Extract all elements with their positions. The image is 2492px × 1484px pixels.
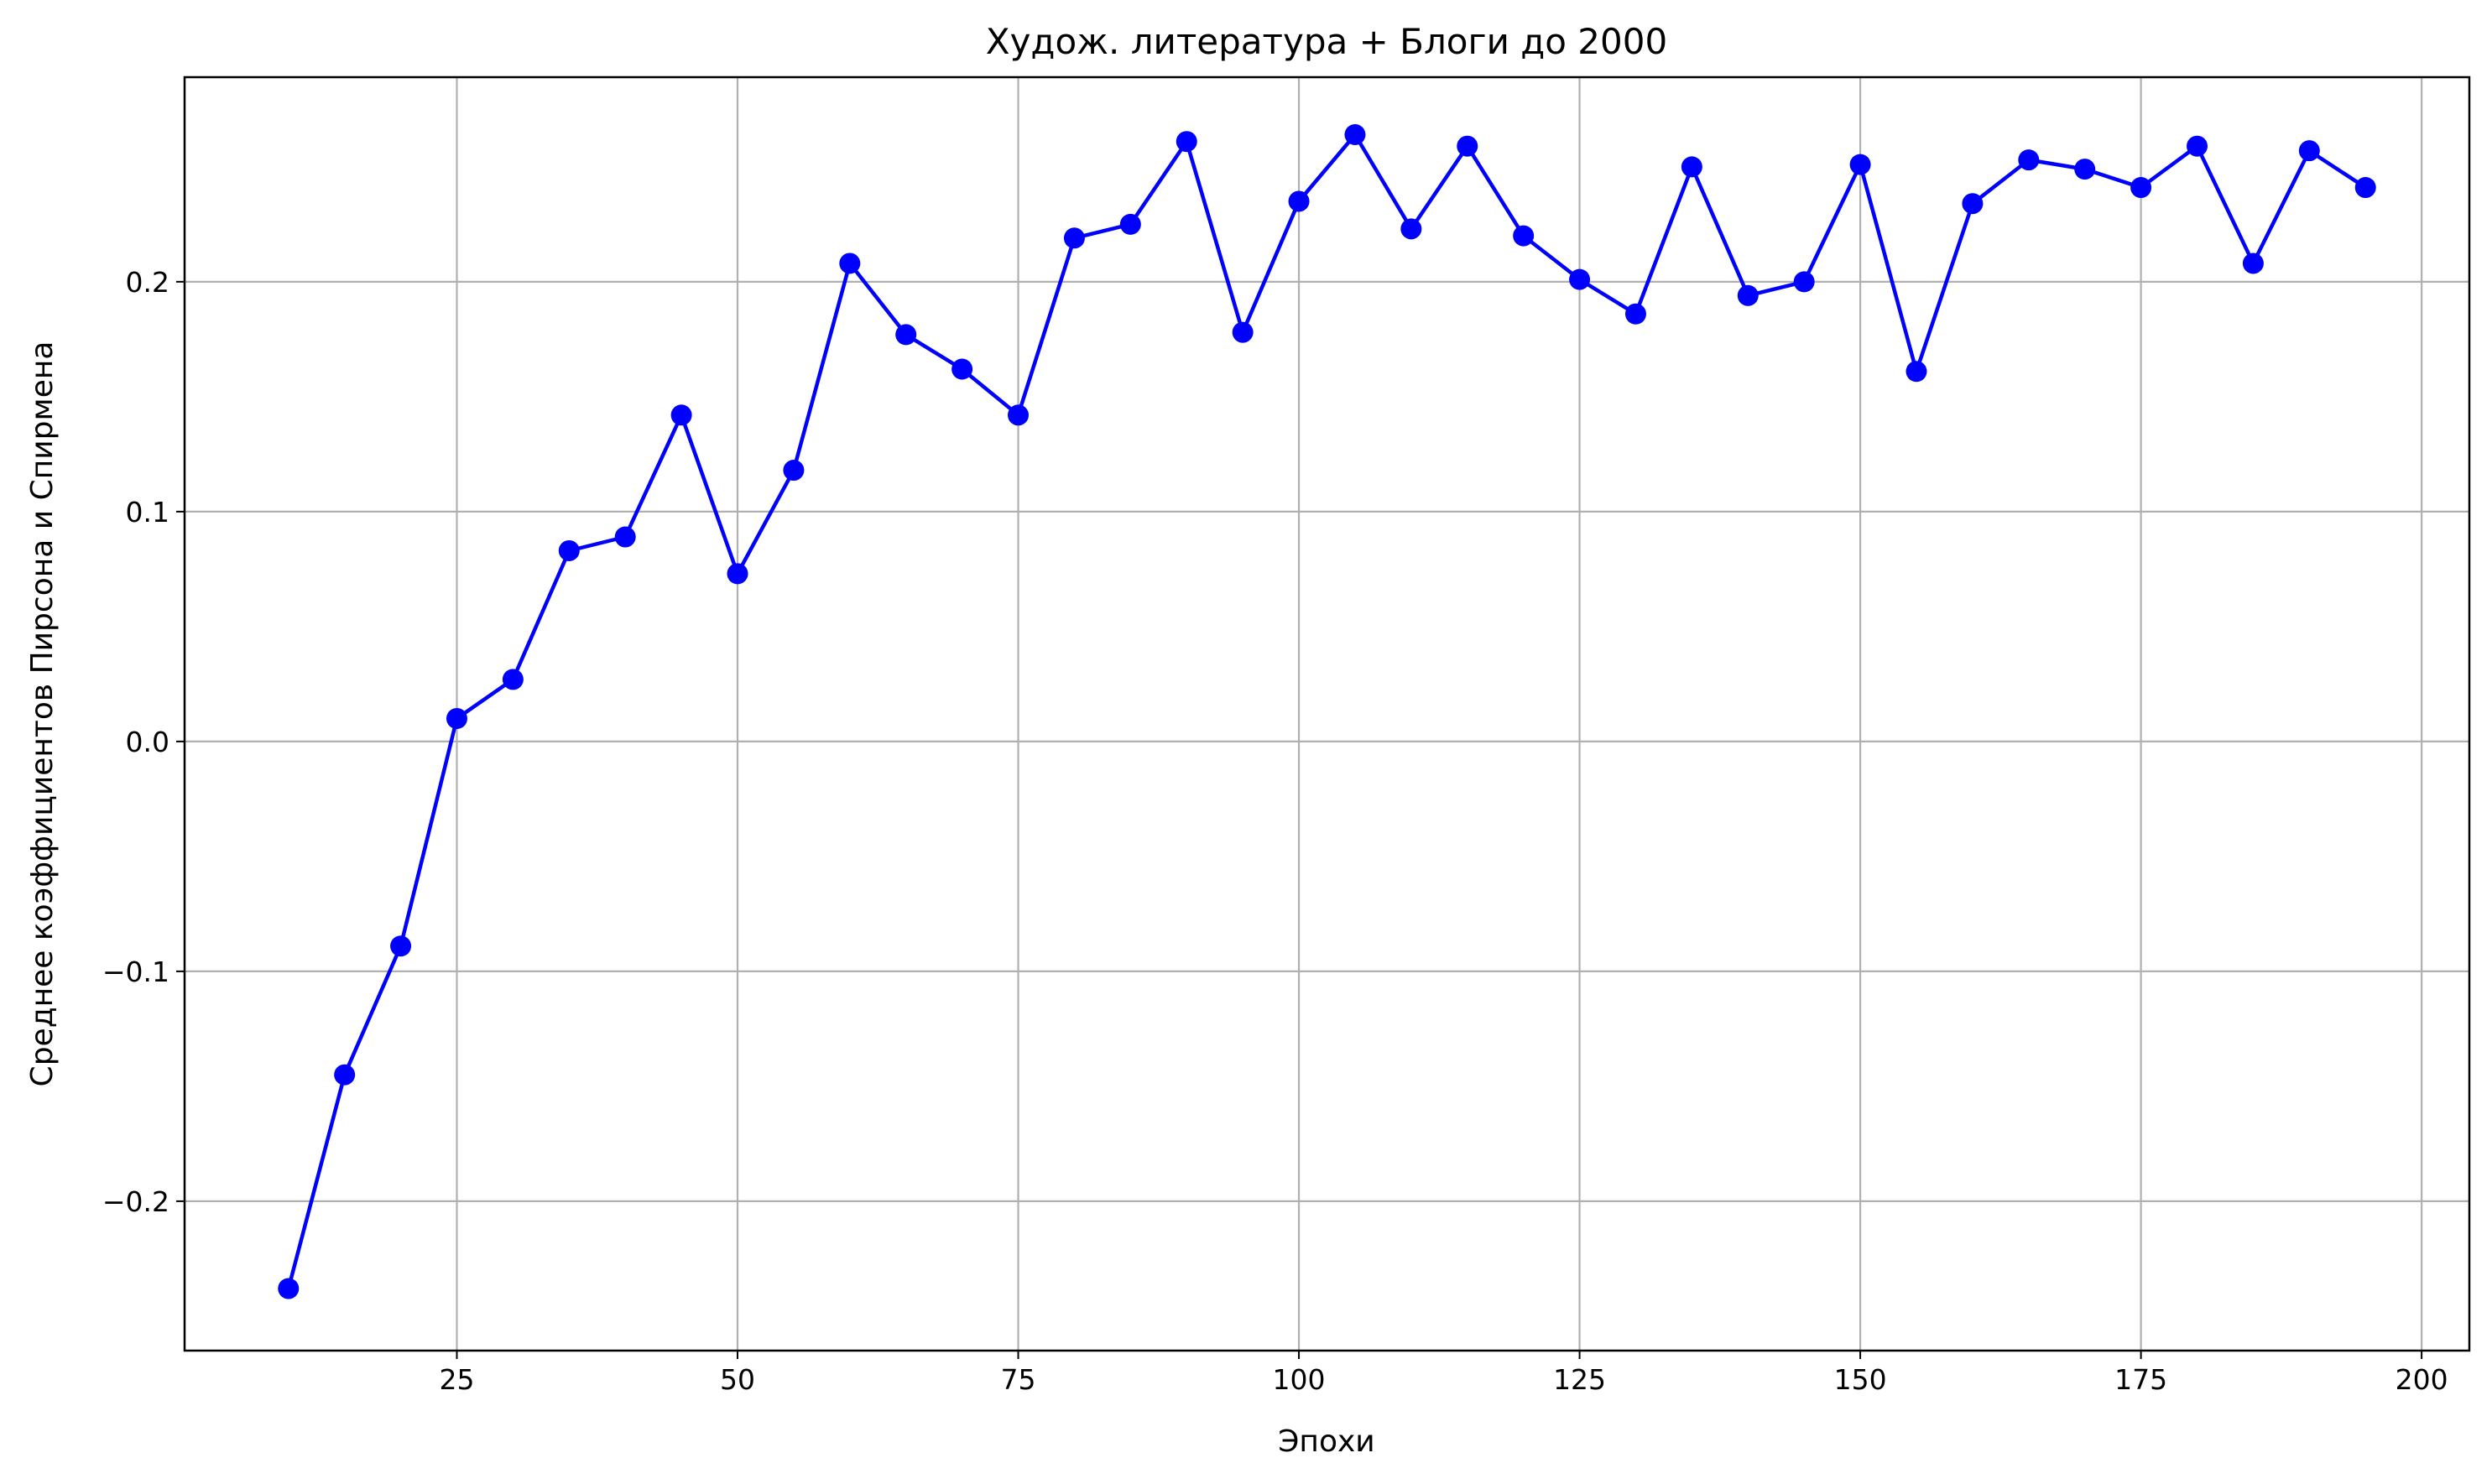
data-point: [670, 404, 692, 426]
data-point: [1624, 303, 1646, 325]
data-point: [783, 460, 805, 482]
x-tick-label: 150: [1834, 1363, 1887, 1396]
data-point: [2018, 149, 2040, 171]
x-tick-label: 125: [1553, 1363, 1606, 1396]
ticks: 25 50 75 100 125 150 175 200 −0.2 −0.1 0.0 0.1 0.2: [102, 266, 2448, 1396]
x-axis-label: Эпохи: [1278, 1424, 1374, 1459]
y-axis-label: Среднее коэффициентов Пирсона и Спирмена: [25, 341, 60, 1087]
x-tick-label: 50: [720, 1363, 755, 1396]
data-point: [1962, 193, 1984, 215]
x-tick-label: 200: [2396, 1363, 2448, 1396]
data-point: [1119, 213, 1141, 235]
x-tick-label: 25: [439, 1363, 474, 1396]
data-point: [895, 324, 917, 346]
data-point: [2354, 177, 2376, 199]
data-point: [839, 253, 861, 274]
data-point: [727, 563, 748, 585]
data-point: [1737, 284, 1759, 306]
y-tick-label: −0.2: [102, 1185, 169, 1218]
data-point: [1008, 404, 1030, 426]
plot-frame: [183, 76, 2471, 1352]
data-point: [1569, 268, 1591, 290]
data-point: [614, 526, 636, 548]
x-tick-label: 175: [2114, 1363, 2167, 1396]
grid: [185, 77, 2469, 1351]
data-point: [1849, 154, 1871, 175]
data-point: [390, 935, 412, 957]
data-point: [1232, 321, 1254, 343]
data-point: [1344, 124, 1366, 146]
x-tick-label: 75: [1001, 1363, 1036, 1396]
y-tick-label: 0.1: [126, 496, 169, 529]
data-point: [1457, 135, 1478, 157]
data-point: [558, 539, 580, 561]
y-tick-label: −0.1: [102, 955, 169, 988]
data-point: [951, 358, 973, 380]
data-point: [1513, 225, 1535, 247]
data-point: [1063, 227, 1085, 249]
data-point: [1681, 156, 1702, 178]
x-tick-label: 100: [1273, 1363, 1326, 1396]
data-point: [446, 707, 467, 729]
data-point: [2074, 159, 2096, 180]
data-point: [1400, 218, 1422, 240]
series-line: [286, 133, 2367, 1289]
data-point: [1288, 190, 1310, 212]
series-layer: [278, 124, 2376, 1299]
chart-title: Худож. литература + Блоги до 2000: [986, 21, 1667, 62]
y-tick-label: 0.2: [126, 266, 169, 299]
data-point: [2298, 140, 2320, 162]
data-point: [2130, 177, 2152, 199]
data-point: [334, 1064, 356, 1086]
data-point: [2242, 253, 2264, 274]
y-tick-label: 0.0: [126, 726, 169, 758]
data-point: [502, 669, 524, 690]
data-point: [2187, 135, 2208, 157]
data-point: [1176, 131, 1197, 153]
data-point: [1905, 361, 1927, 383]
data-point: [278, 1278, 300, 1299]
data-point: [1793, 271, 1815, 293]
